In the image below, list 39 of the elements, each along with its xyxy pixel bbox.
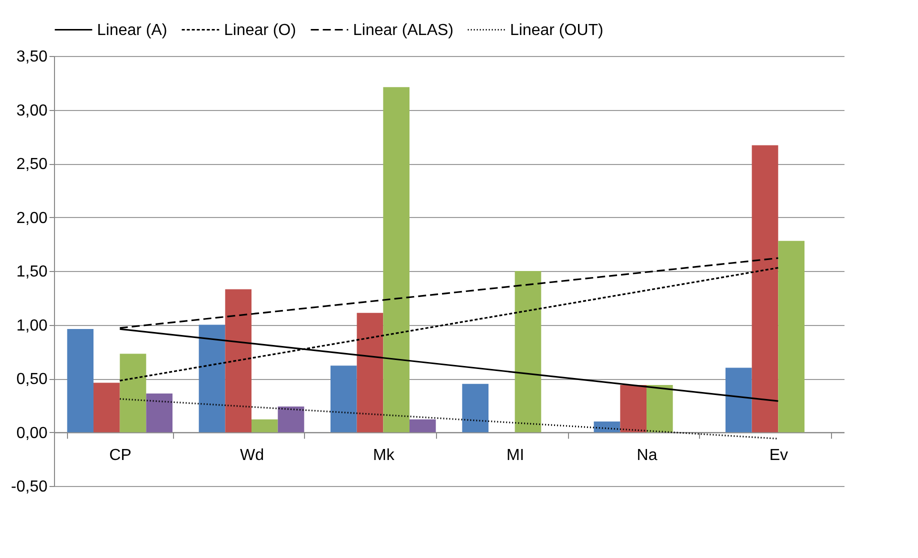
x-tick-label: Mk — [373, 446, 396, 464]
bar — [752, 145, 778, 432]
y-tick-label: 2,00 — [16, 210, 48, 227]
bar — [646, 384, 673, 432]
legend-label: Linear (OUT) — [510, 22, 604, 39]
bar — [383, 87, 410, 432]
legend-label: Linear (ALAS) — [353, 22, 454, 39]
y-tick-label: 3,50 — [16, 48, 48, 66]
bar — [67, 329, 94, 432]
legend-label: Linear (O) — [224, 22, 296, 39]
bar — [252, 419, 278, 432]
x-tick-label: CP — [109, 446, 132, 464]
legend-label: Linear (A) — [97, 22, 168, 39]
bar — [278, 406, 304, 432]
bar — [356, 312, 384, 432]
bar — [330, 366, 357, 432]
bar — [146, 394, 172, 432]
x-tick-label: Wd — [240, 446, 264, 464]
bar — [778, 240, 804, 432]
x-tick-label: MI — [506, 446, 524, 464]
bar — [198, 324, 226, 432]
bar — [94, 382, 120, 432]
y-tick-label: 1,00 — [16, 317, 48, 334]
x-tick-label: Ev — [769, 446, 788, 464]
y-tick-label: 3,00 — [16, 102, 48, 120]
bar — [726, 368, 752, 432]
y-tick-label: 0,00 — [16, 424, 48, 442]
y-tick-label: 1,50 — [16, 264, 48, 280]
y-tick-label: -0,50 — [11, 478, 48, 496]
bar — [620, 384, 646, 432]
y-tick-label: 2,50 — [16, 156, 48, 173]
bar — [120, 354, 146, 432]
bar — [462, 384, 488, 432]
x-tick-label: Na — [636, 446, 658, 464]
bar — [514, 271, 542, 432]
bar — [410, 419, 436, 432]
bar — [594, 422, 620, 432]
bar — [225, 289, 252, 432]
y-tick-label: 0,50 — [16, 371, 48, 388]
